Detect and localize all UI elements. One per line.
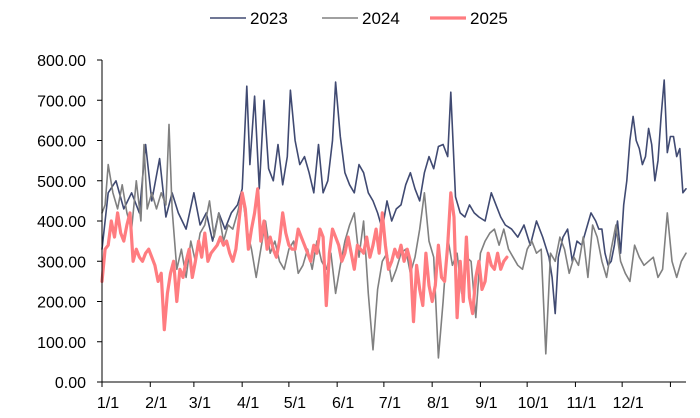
x-tick-label: 7/1 [379,395,401,412]
y-tick-label: 400.00 [37,214,86,231]
x-tick-label: 9/1 [475,395,497,412]
series-layer [100,79,687,359]
x-tick-label: 1/1 [97,395,119,412]
x-tick-label: 11/1 [566,395,596,412]
y-tick-label: 300.00 [37,254,86,271]
x-tick-label: 6/1 [332,395,354,412]
x-tick-label: 2/1 [145,395,167,412]
y-axis-ticks: 0.00 100.00 200.00 300.00 400.00 500.00 600.00… [37,53,102,392]
y-tick-label: 600.00 [37,134,86,151]
x-tick-label: 5/1 [284,395,306,412]
y-tick-label: 800.00 [37,53,86,70]
y-tick-label: 100.00 [37,335,86,352]
legend-label-2023: 2023 [250,9,288,28]
legend-label-2025: 2025 [470,9,508,28]
x-tick-label: 10/1 [518,395,549,412]
y-tick-label: 200.00 [37,295,86,312]
series-2023-line [101,79,687,315]
y-tick-label: 500.00 [37,174,86,191]
legend-label-2024: 2024 [362,9,400,28]
x-tick-label: 8/1 [427,395,449,412]
x-tick-label: 4/1 [237,395,259,412]
series-2025-line [100,187,509,332]
x-tick-label: 3/1 [189,395,211,412]
y-tick-label: 700.00 [37,93,86,110]
y-tick-label: 0.00 [55,375,86,392]
x-axis-ticks: 1/1 2/1 3/1 4/1 5/1 6/1 7/1 8/1 9/1 10/1 11/1 12/1 [97,382,671,412]
legend: 2023 2024 2025 [210,9,508,28]
x-tick-label: 12/1 [613,395,644,412]
series-2024-line [101,123,687,359]
